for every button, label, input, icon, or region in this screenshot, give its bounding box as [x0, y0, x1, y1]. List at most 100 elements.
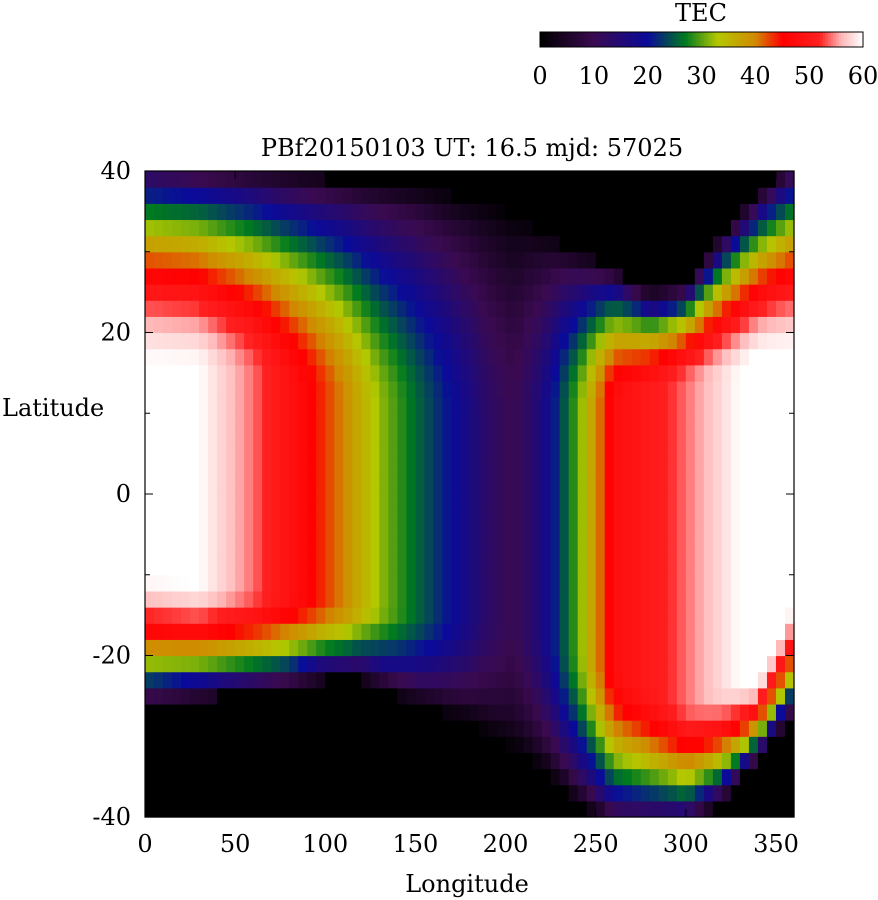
heatmap-cell [406, 171, 417, 188]
heatmap-cell [604, 494, 615, 511]
heatmap-cell [784, 284, 795, 301]
heatmap-cell [721, 267, 732, 285]
heatmap-cell [541, 300, 552, 317]
heatmap-cell [694, 235, 705, 253]
heatmap-cell [379, 251, 389, 269]
heatmap-cell [208, 623, 218, 640]
heatmap-cell [730, 461, 741, 479]
heatmap-cell [730, 542, 741, 560]
heatmap-cell [739, 494, 750, 511]
heatmap-cell [703, 752, 714, 770]
heatmap-cell [316, 510, 326, 527]
heatmap-cell [541, 590, 552, 608]
heatmap-cell [613, 348, 624, 366]
heatmap-cell [739, 623, 750, 640]
heatmap-cell [343, 235, 353, 253]
colorbar-swatch [580, 32, 584, 47]
heatmap-cell [505, 784, 516, 802]
heatmap-cell [235, 623, 245, 640]
heatmap-cell [523, 510, 534, 527]
heatmap-cell [343, 655, 353, 673]
colorbar-swatch [714, 32, 719, 47]
heatmap-cell [712, 267, 723, 285]
heatmap-cell [226, 251, 236, 269]
heatmap-cell [163, 267, 173, 285]
heatmap-cell [478, 219, 489, 237]
heatmap-cell [766, 574, 777, 592]
heatmap-cell [217, 671, 227, 689]
heatmap-cell [334, 720, 344, 737]
heatmap-cell [181, 364, 191, 382]
heatmap-cell [496, 267, 507, 285]
heatmap-cell [721, 607, 732, 624]
heatmap-cell [199, 397, 209, 414]
heatmap-cell [397, 171, 407, 188]
heatmap-cell [235, 429, 245, 447]
heatmap-cell [244, 720, 254, 737]
heatmap-cell [208, 300, 218, 317]
heatmap-cell [343, 623, 353, 640]
heatmap-cell [298, 300, 308, 317]
heatmap-cell [649, 316, 660, 334]
heatmap-cell [334, 380, 344, 398]
heatmap-cell [559, 671, 570, 689]
heatmap-cell [721, 510, 732, 527]
heatmap-cell [289, 397, 299, 414]
heatmap-cell [496, 494, 507, 511]
heatmap-cell [208, 332, 218, 350]
heatmap-cell [460, 687, 471, 705]
heatmap-cell [199, 687, 209, 705]
heatmap-cell [694, 494, 705, 511]
heatmap-cell [271, 251, 281, 269]
heatmap-cell [181, 768, 191, 786]
heatmap-cell [577, 510, 588, 527]
heatmap-cell [487, 380, 498, 398]
heatmap-cell [361, 607, 371, 624]
heatmap-cell [487, 687, 498, 705]
heatmap-cell [694, 574, 705, 592]
heatmap-cell [361, 558, 371, 576]
heatmap-cell [226, 235, 236, 253]
heatmap-cell [640, 251, 651, 269]
heatmap-cell [766, 800, 777, 818]
heatmap-cell [757, 187, 768, 204]
heatmap-cell [586, 574, 597, 592]
heatmap-cell [397, 623, 407, 640]
heatmap-cell [316, 316, 326, 334]
heatmap-cell [379, 494, 389, 511]
heatmap-cell [415, 623, 426, 640]
heatmap-cell [694, 558, 705, 576]
heatmap-cell [712, 300, 723, 317]
heatmap-cell [487, 219, 498, 237]
heatmap-cell [604, 284, 615, 301]
heatmap-cell [622, 397, 633, 414]
heatmap-cell [451, 526, 462, 544]
heatmap-cell [280, 429, 290, 447]
heatmap-cell [262, 526, 272, 544]
heatmap-cell [595, 574, 606, 592]
colorbar-swatch [618, 32, 622, 47]
heatmap-cell [676, 267, 687, 285]
heatmap-cell [460, 784, 471, 802]
heatmap-cell [712, 477, 723, 495]
heatmap-cell [595, 590, 606, 608]
heatmap-cell [712, 219, 723, 237]
heatmap-cell [694, 348, 705, 366]
heatmap-cell [784, 590, 795, 608]
heatmap-cell [532, 687, 543, 705]
heatmap-cell [784, 348, 795, 366]
heatmap-cell [325, 768, 335, 786]
heatmap-cell [217, 752, 227, 770]
heatmap-cell [541, 494, 552, 511]
heatmap-cell [748, 768, 759, 786]
heatmap-cell [577, 607, 588, 624]
heatmap-cell [181, 671, 191, 689]
heatmap-cell [163, 219, 173, 237]
heatmap-cell [550, 235, 561, 253]
heatmap-cell [694, 171, 705, 188]
heatmap-cell [550, 284, 561, 301]
heatmap-cell [433, 639, 444, 657]
colorbar-swatch [747, 32, 751, 47]
heatmap-cell [703, 251, 714, 269]
heatmap-cell [469, 736, 480, 753]
